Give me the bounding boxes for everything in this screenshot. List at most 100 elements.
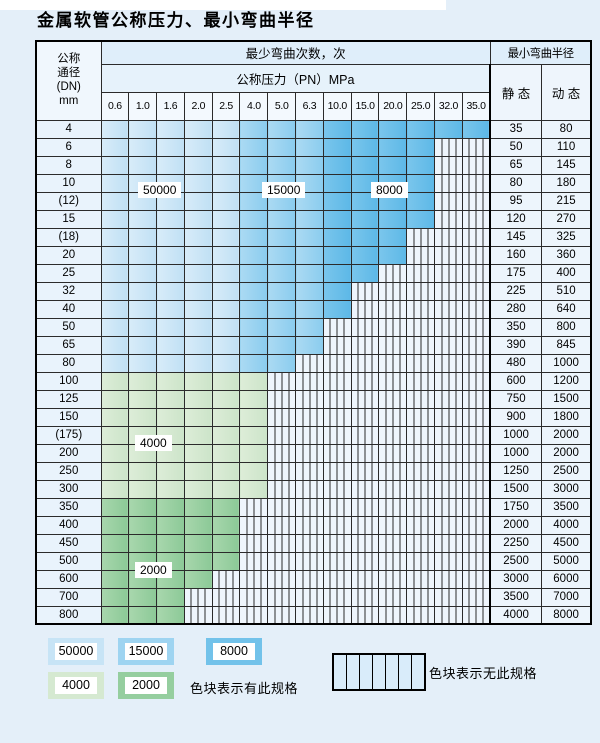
dynamic-radius-cell: 7000 — [540, 587, 592, 607]
no-spec-cell — [295, 569, 324, 589]
no-spec-cell — [322, 533, 352, 553]
static-radius-cell: 2250 — [489, 533, 542, 553]
no-spec-cell — [461, 587, 491, 607]
spec-cell-2000 — [211, 497, 241, 517]
no-spec-cell — [378, 569, 408, 589]
dynamic-radius-cell: 640 — [540, 299, 592, 319]
spec-cell-8000 — [322, 281, 352, 301]
spec-cell-50000 — [156, 299, 185, 319]
spec-cell-50000 — [156, 317, 185, 337]
pn-column-5.0: 5.0 — [267, 91, 297, 121]
no-spec-cell — [406, 317, 436, 337]
legend-value-4000: 4000 — [55, 677, 97, 694]
spec-cell-4000 — [156, 407, 185, 427]
spec-cell-50000 — [128, 209, 158, 229]
dynamic-radius-cell: 400 — [540, 263, 592, 283]
spec-cell-50000 — [156, 245, 185, 265]
no-spec-cell — [295, 551, 324, 571]
spec-cell-15000 — [239, 281, 269, 301]
spec-cell-15000 — [239, 155, 269, 175]
static-radius-cell: 80 — [489, 173, 542, 193]
spec-cell-4000 — [239, 443, 269, 463]
no-spec-cell — [350, 461, 380, 481]
spec-cell-8000 — [322, 209, 352, 229]
spec-cell-8000 — [350, 245, 380, 265]
spec-cell-50000 — [100, 155, 130, 175]
spec-cell-4000 — [128, 371, 158, 391]
dn-cell: 450 — [35, 533, 102, 553]
no-spec-cell — [434, 461, 463, 481]
no-spec-cell — [461, 137, 491, 157]
no-spec-cell — [434, 155, 463, 175]
dynamic-radius-cell: 800 — [540, 317, 592, 337]
no-spec-cell — [322, 335, 352, 355]
spec-cell-4000 — [100, 443, 130, 463]
no-spec-cell — [239, 587, 269, 607]
pn-column-2.5: 2.5 — [211, 91, 241, 121]
spec-cell-50000 — [183, 173, 213, 193]
spec-cell-8000 — [378, 245, 408, 265]
dynamic-radius-cell: 2000 — [540, 425, 592, 445]
spec-cell-2000 — [156, 515, 185, 535]
dn-cell: 65 — [35, 335, 102, 355]
no-spec-cell — [461, 605, 491, 625]
spec-cell-2000 — [156, 605, 185, 625]
no-spec-cell — [350, 281, 380, 301]
static-radius-cell: 750 — [489, 389, 542, 409]
table-row-dn-6: 6 50 110 — [35, 137, 592, 157]
dynamic-radius-cell: 8000 — [540, 605, 592, 625]
spec-cell-15000 — [267, 353, 297, 373]
dn-cell: 700 — [35, 587, 102, 607]
spec-cell-50000 — [211, 191, 241, 211]
no-spec-cell — [378, 317, 408, 337]
no-spec-cell — [461, 353, 491, 373]
spec-cell-50000 — [211, 119, 241, 139]
no-spec-cell — [461, 263, 491, 283]
dn-cell: 125 — [35, 389, 102, 409]
no-spec-cell — [350, 533, 380, 553]
dn-cell: 50 — [35, 317, 102, 337]
no-spec-cell — [322, 497, 352, 517]
spec-cell-8000 — [350, 119, 380, 139]
no-spec-cell — [350, 443, 380, 463]
no-spec-cell — [461, 461, 491, 481]
spec-cell-8000 — [350, 137, 380, 157]
no-spec-cell — [239, 551, 269, 571]
no-spec-cell — [378, 443, 408, 463]
spec-cell-15000 — [267, 245, 297, 265]
legend-swatch-2000: 2000 — [118, 672, 174, 699]
no-spec-cell — [239, 569, 269, 589]
spec-cell-50000 — [183, 227, 213, 247]
spec-cell-15000 — [267, 263, 297, 283]
no-spec-cell — [434, 245, 463, 265]
spec-cell-4000 — [183, 479, 213, 499]
scan-top-white-strip — [0, 0, 446, 10]
spec-cell-8000 — [322, 137, 352, 157]
no-spec-cell — [322, 353, 352, 373]
no-spec-cell — [406, 515, 436, 535]
dn-header: 公称 通径 (DN) mm — [35, 40, 102, 121]
spec-cell-50000 — [156, 281, 185, 301]
spec-cell-8000 — [322, 263, 352, 283]
spec-cell-4000 — [183, 389, 213, 409]
table-row-dn-25: 25 175 400 — [35, 263, 592, 283]
static-radius-cell: 280 — [489, 299, 542, 319]
dn-cell: 150 — [35, 407, 102, 427]
dn-cell: (12) — [35, 191, 102, 211]
no-spec-cell — [406, 389, 436, 409]
table-row-dn-12: (12) 95 215 — [35, 191, 592, 211]
no-spec-cell — [322, 407, 352, 427]
legend-swatch-4000: 4000 — [48, 672, 104, 699]
spec-cell-4000 — [100, 425, 130, 445]
dn-cell: 400 — [35, 515, 102, 535]
no-spec-cell — [406, 443, 436, 463]
table-row-dn-20: 20 160 360 — [35, 245, 592, 265]
spec-cell-50000 — [156, 353, 185, 373]
no-spec-cell — [434, 317, 463, 337]
no-spec-cell — [267, 551, 297, 571]
static-radius-cell: 1500 — [489, 479, 542, 499]
table-row-dn-150: 150 900 1800 — [35, 407, 592, 427]
no-spec-cell — [378, 515, 408, 535]
spec-cell-50000 — [211, 335, 241, 355]
spec-cell-15000 — [239, 245, 269, 265]
